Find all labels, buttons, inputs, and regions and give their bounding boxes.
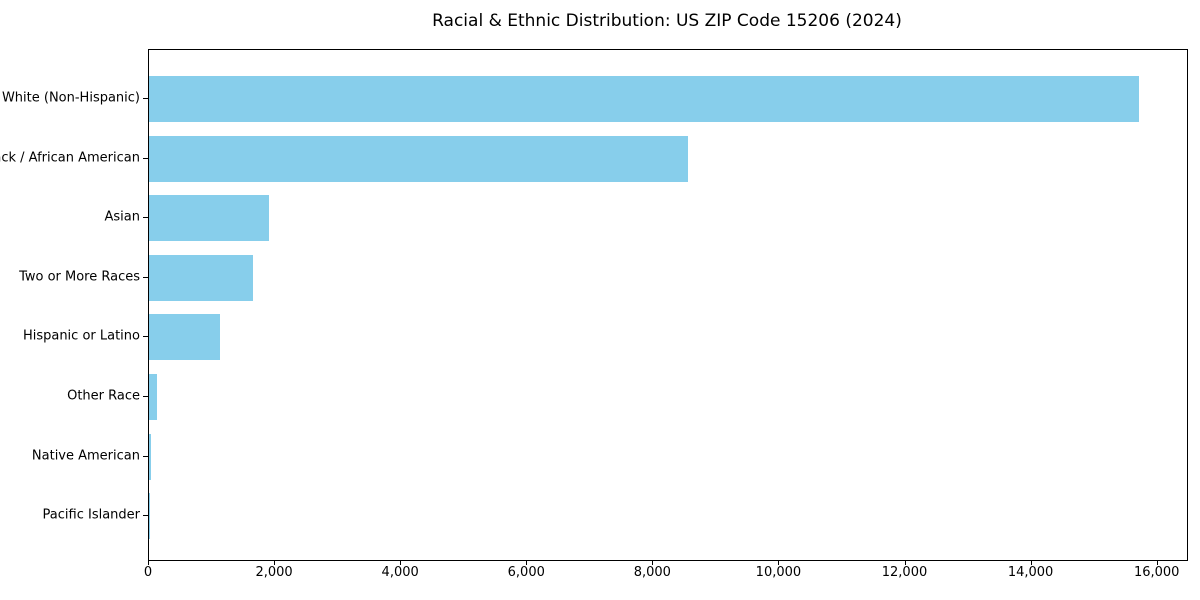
x-tick-label: 6,000 — [507, 565, 545, 580]
bar-two-or-more-races — [149, 254, 254, 301]
bar-black-african-american — [149, 135, 689, 182]
x-tick-label: 4,000 — [381, 565, 419, 580]
y-tick-mark — [143, 455, 148, 457]
y-tick-mark — [143, 217, 148, 219]
y-tick-mark — [143, 515, 148, 517]
x-tick-label: 2,000 — [255, 565, 293, 580]
y-category-label: Native American — [31, 448, 140, 464]
x-tick-mark — [274, 560, 276, 565]
x-tick-label: 14,000 — [1007, 565, 1054, 580]
y-tick-mark — [143, 157, 148, 159]
y-category-label: Other Race — [67, 388, 140, 404]
y-category-label: Pacific Islander — [42, 507, 140, 523]
x-tick-mark — [904, 560, 906, 565]
bar-hispanic-or-latino — [149, 314, 221, 361]
x-tick-label: 8,000 — [633, 565, 671, 580]
y-tick-mark — [143, 98, 148, 99]
x-tick-mark — [778, 560, 780, 565]
x-tick-label: 10,000 — [755, 565, 802, 580]
y-category-label: Two or More Races — [19, 269, 140, 285]
y-category-label: White (Non-Hispanic) — [1, 90, 140, 106]
x-tick-mark — [400, 560, 402, 565]
bar-asian — [149, 195, 269, 242]
chart-title: Racial & Ethnic Distribution: US ZIP Cod… — [432, 11, 902, 31]
y-tick-mark — [143, 396, 148, 397]
x-tick-mark — [148, 560, 149, 565]
x-tick-mark — [1030, 560, 1032, 565]
x-tick-label: 0 — [143, 565, 153, 580]
x-tick-mark — [526, 560, 528, 565]
x-tick-mark — [1156, 560, 1158, 565]
bar-native-american — [149, 433, 151, 480]
plot-area — [148, 49, 1188, 561]
x-tick-label: 16,000 — [1133, 565, 1180, 580]
x-tick-mark — [652, 560, 654, 565]
bar-other-race — [149, 374, 158, 420]
y-category-label: Asian — [104, 209, 140, 225]
x-tick-label: 12,000 — [881, 565, 928, 580]
y-category-label: Hispanic or Latino — [22, 328, 140, 344]
y-tick-mark — [143, 276, 148, 278]
y-tick-mark — [143, 336, 148, 338]
y-category-label: Black / African American — [0, 150, 140, 166]
bar-white-non-hispanic — [149, 76, 1139, 122]
